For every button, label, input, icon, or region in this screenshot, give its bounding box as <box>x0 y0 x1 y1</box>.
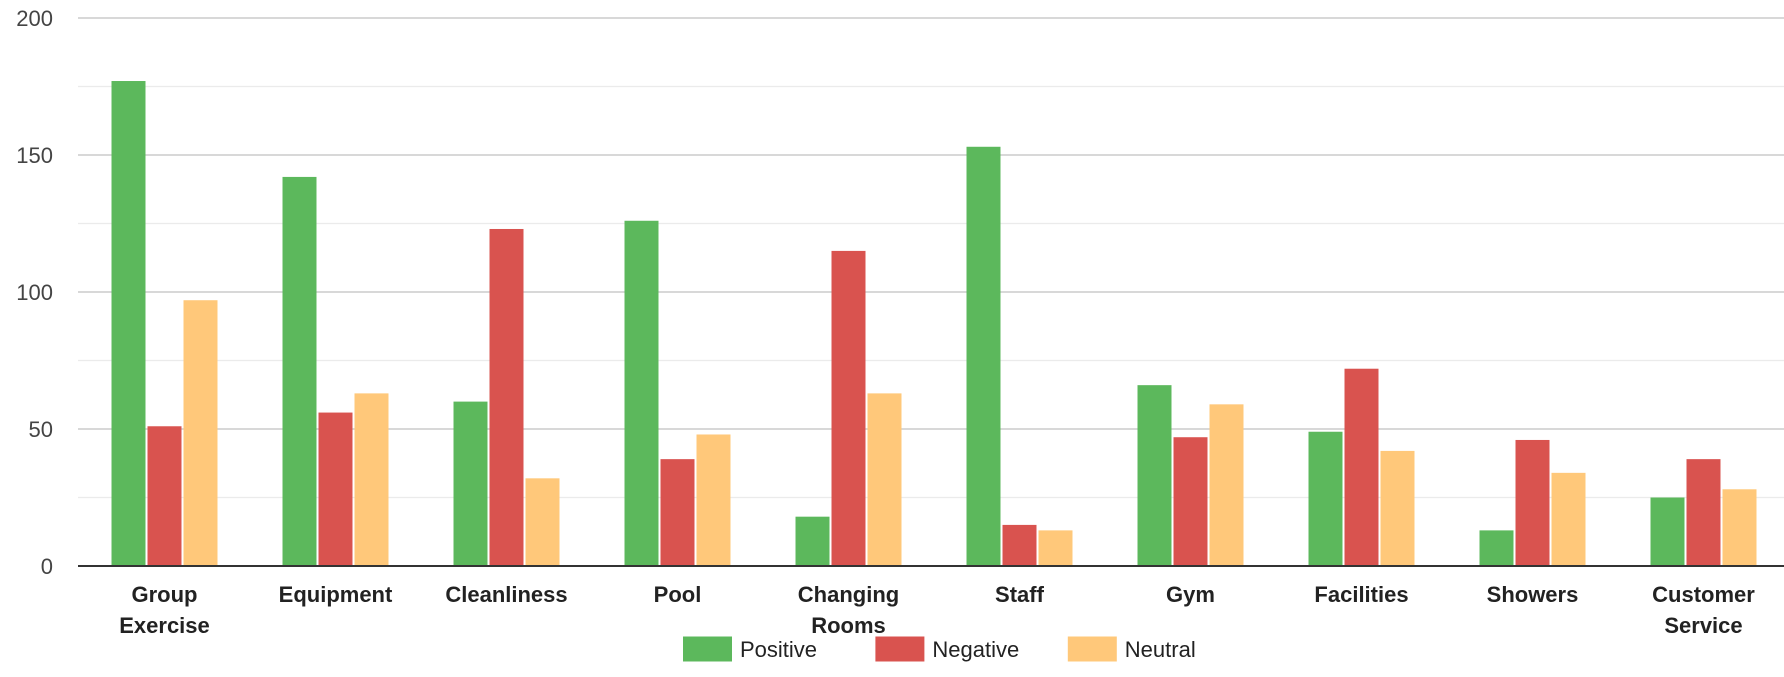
legend-item-positive: Positive <box>683 636 817 662</box>
bar-neutral <box>1209 404 1244 566</box>
bar-negative <box>147 426 182 566</box>
y-tick-label: 0 <box>41 554 53 579</box>
bar-positive <box>624 220 659 566</box>
bar-positive <box>1137 385 1172 566</box>
bar-negative <box>1344 368 1379 566</box>
bar-neutral <box>1551 472 1586 566</box>
bar-negative <box>831 250 866 566</box>
bar-neutral <box>1722 489 1757 566</box>
bar-neutral <box>354 393 389 566</box>
bar-negative <box>489 228 524 567</box>
bar-positive <box>1479 530 1514 566</box>
x-tick-label: Service <box>1664 613 1742 638</box>
bar-negative <box>1002 524 1037 566</box>
bar-positive <box>282 176 317 567</box>
legend: Positive Negative Neutral <box>683 636 1196 662</box>
bar-neutral <box>867 393 902 566</box>
bar-positive <box>1650 497 1685 566</box>
bars <box>111 81 1757 567</box>
x-tick-label: Facilities <box>1314 582 1408 607</box>
y-tick-label: 150 <box>16 143 53 168</box>
x-tick-label: Changing <box>798 582 899 607</box>
legend-swatch <box>1067 636 1117 662</box>
x-tick-label: Exercise <box>119 613 210 638</box>
legend-item-negative: Negative <box>875 636 1019 662</box>
y-tick-label: 50 <box>29 417 53 442</box>
x-tick-label: Customer <box>1652 582 1755 607</box>
x-tick-label: Equipment <box>279 582 393 607</box>
bar-positive <box>453 401 488 566</box>
y-tick-label: 200 <box>16 6 53 31</box>
bar-neutral <box>696 434 731 566</box>
x-tick-label: Showers <box>1487 582 1579 607</box>
bar-negative <box>318 412 353 566</box>
bar-negative <box>1515 439 1550 566</box>
legend-swatch <box>683 636 732 662</box>
legend-item-neutral: Neutral <box>1067 636 1196 662</box>
bar-neutral <box>525 478 560 566</box>
bar-neutral <box>1380 450 1415 566</box>
bar-negative <box>660 459 695 566</box>
x-tick-label: Rooms <box>811 613 886 638</box>
bar-positive <box>795 516 830 566</box>
legend-label: Positive <box>740 637 817 662</box>
legend-label: Negative <box>932 637 1019 662</box>
bar-positive <box>111 81 146 567</box>
x-axis-labels: Group Exercise Equipment Cleanliness Pool Cha… <box>119 582 1755 638</box>
x-tick-label: Group <box>132 582 198 607</box>
x-tick-label: Pool <box>654 582 702 607</box>
y-tick-label: 100 <box>16 280 53 305</box>
bar-positive <box>1308 431 1343 566</box>
bar-positive <box>966 146 1001 566</box>
x-tick-label: Staff <box>995 582 1045 607</box>
x-tick-label: Gym <box>1166 582 1215 607</box>
bar-negative <box>1173 437 1208 566</box>
y-axis-ticks: 0 50 100 150 200 <box>16 6 53 579</box>
bar-neutral <box>1038 530 1073 566</box>
legend-swatch <box>875 636 925 662</box>
bar-neutral <box>183 300 218 566</box>
bar-negative <box>1686 459 1721 566</box>
x-tick-label: Cleanliness <box>445 582 567 607</box>
legend-label: Neutral <box>1125 637 1196 662</box>
